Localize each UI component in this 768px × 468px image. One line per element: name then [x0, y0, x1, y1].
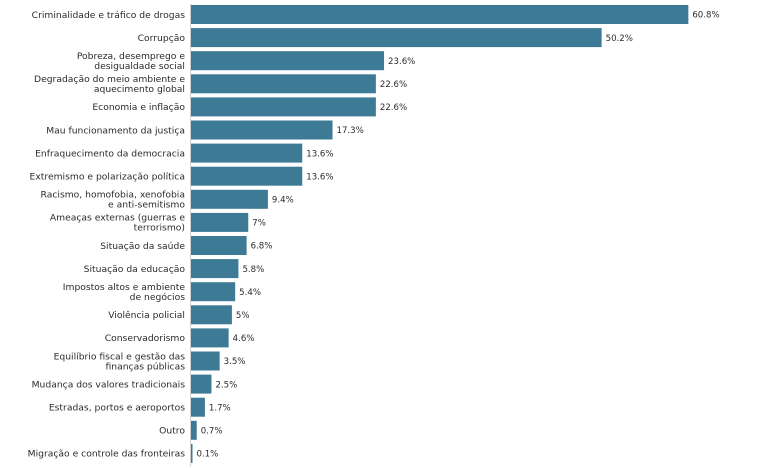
category-label-line: Migração e controle das fronteiras	[28, 449, 186, 460]
value-labels-group: 60.8% 50.2% 23.6% 22.6% 22.6% 17.3% 13.6% 13.6%…	[197, 11, 720, 460]
category-label: Conservadorismo	[105, 333, 186, 344]
category-label-line: Mudança dos valores tradicionais	[32, 379, 186, 390]
category-label: Mudança dos valores tradicionais	[32, 379, 186, 390]
category-label-line: Enfraquecimento da democracia	[35, 148, 185, 159]
bar	[191, 143, 303, 163]
category-label: Migração e controle das fronteiras	[28, 449, 186, 460]
bar	[191, 351, 220, 371]
category-label-line: Racismo, homofobia, xenofobia	[41, 190, 185, 201]
bar	[191, 420, 197, 440]
category-label-line: Economia e inflação	[92, 102, 185, 113]
bar	[191, 28, 602, 48]
category-label: Corrupção	[138, 33, 186, 44]
category-label: Situação da educação	[84, 264, 186, 275]
category-label: Economia e inflação	[92, 102, 185, 113]
value-label: 22.6%	[380, 80, 407, 90]
category-label: Situação da saúde	[100, 241, 185, 252]
value-label: 1.7%	[209, 403, 231, 413]
value-label: 13.6%	[306, 172, 333, 182]
category-label-line: Situação da saúde	[100, 241, 185, 252]
category-label-line: aquecimento global	[94, 84, 185, 95]
bar	[191, 166, 303, 186]
value-label: 7%	[252, 219, 266, 229]
category-label-line: e anti-semitismo	[108, 200, 185, 211]
category-label: Degradação do meio ambiente e aquecimento…	[34, 74, 185, 95]
category-label: Enfraquecimento da democracia	[35, 148, 185, 159]
bar	[191, 236, 247, 255]
bar	[191, 51, 385, 71]
category-label: Ameaças externas (guerras e terrorismo)	[50, 213, 185, 234]
category-label-line: Criminalidade e tráfico de drogas	[32, 10, 186, 21]
bar	[191, 259, 239, 279]
bar	[191, 120, 333, 140]
category-label-line: Situação da educação	[84, 264, 186, 275]
category-label: Criminalidade e tráfico de drogas	[32, 10, 186, 21]
bar	[191, 212, 249, 232]
category-labels-group: Criminalidade e tráfico de drogas Corrupç…	[28, 10, 186, 460]
value-label: 0.1%	[197, 450, 219, 460]
category-label: Outro	[159, 426, 185, 437]
value-label: 5%	[236, 311, 250, 321]
value-label: 5.4%	[239, 288, 261, 298]
value-label: 0.7%	[201, 427, 223, 437]
bar	[191, 397, 205, 417]
value-label: 2.5%	[215, 380, 237, 390]
category-label-line: Degradação do meio ambiente e	[34, 74, 185, 85]
value-label: 50.2%	[606, 34, 633, 44]
category-label-line: finanças públicas	[105, 361, 185, 372]
category-label-line: terrorismo)	[134, 223, 185, 234]
category-label: Equilíbrio fiscal e gestão das finanças p…	[54, 351, 186, 372]
bar	[191, 97, 376, 117]
category-label: Mau funcionamento da justiça	[46, 125, 185, 136]
value-label: 3.5%	[224, 357, 246, 367]
bar	[191, 5, 689, 24]
value-label: 6.8%	[251, 242, 273, 252]
category-label-line: Pobreza, desemprego e	[77, 51, 185, 62]
bar	[191, 305, 232, 325]
bar	[191, 74, 376, 94]
bar	[191, 282, 236, 302]
category-label-line: Equilíbrio fiscal e gestão das	[54, 351, 186, 362]
bar	[191, 189, 268, 209]
category-label-line: de negócios	[130, 292, 186, 303]
category-label: Violência policial	[108, 310, 185, 321]
category-label-line: Ameaças externas (guerras e	[50, 213, 185, 224]
bar	[191, 374, 212, 394]
category-label-line: Outro	[159, 426, 185, 437]
value-label: 4.6%	[233, 334, 255, 344]
bars-group	[191, 5, 689, 463]
category-label-line: Estradas, portos e aeroportos	[49, 403, 185, 414]
value-label: 22.6%	[380, 103, 407, 113]
category-label: Impostos altos e ambiente de negócios	[63, 282, 186, 303]
value-label: 17.3%	[337, 126, 364, 136]
category-label: Estradas, portos e aeroportos	[49, 403, 185, 414]
bar	[191, 328, 229, 348]
value-label: 23.6%	[388, 57, 415, 67]
category-label-line: Extremismo e polarização política	[30, 172, 185, 183]
category-label-line: desigualdade social	[94, 61, 185, 72]
category-label-line: Mau funcionamento da justiça	[46, 125, 185, 136]
category-label: Extremismo e polarização política	[30, 172, 185, 183]
value-label: 60.8%	[692, 11, 719, 21]
value-label: 5.8%	[242, 265, 264, 275]
category-label-line: Corrupção	[138, 33, 186, 44]
category-label-line: Impostos altos e ambiente	[63, 282, 186, 293]
category-label-line: Conservadorismo	[105, 333, 186, 344]
value-label: 9.4%	[272, 196, 294, 206]
category-label-line: Violência policial	[108, 310, 185, 321]
category-label: Pobreza, desemprego e desigualdade social	[77, 51, 185, 72]
value-label: 13.6%	[306, 149, 333, 159]
bar	[191, 443, 193, 463]
category-label: Racismo, homofobia, xenofobia e anti-semi…	[41, 190, 186, 211]
